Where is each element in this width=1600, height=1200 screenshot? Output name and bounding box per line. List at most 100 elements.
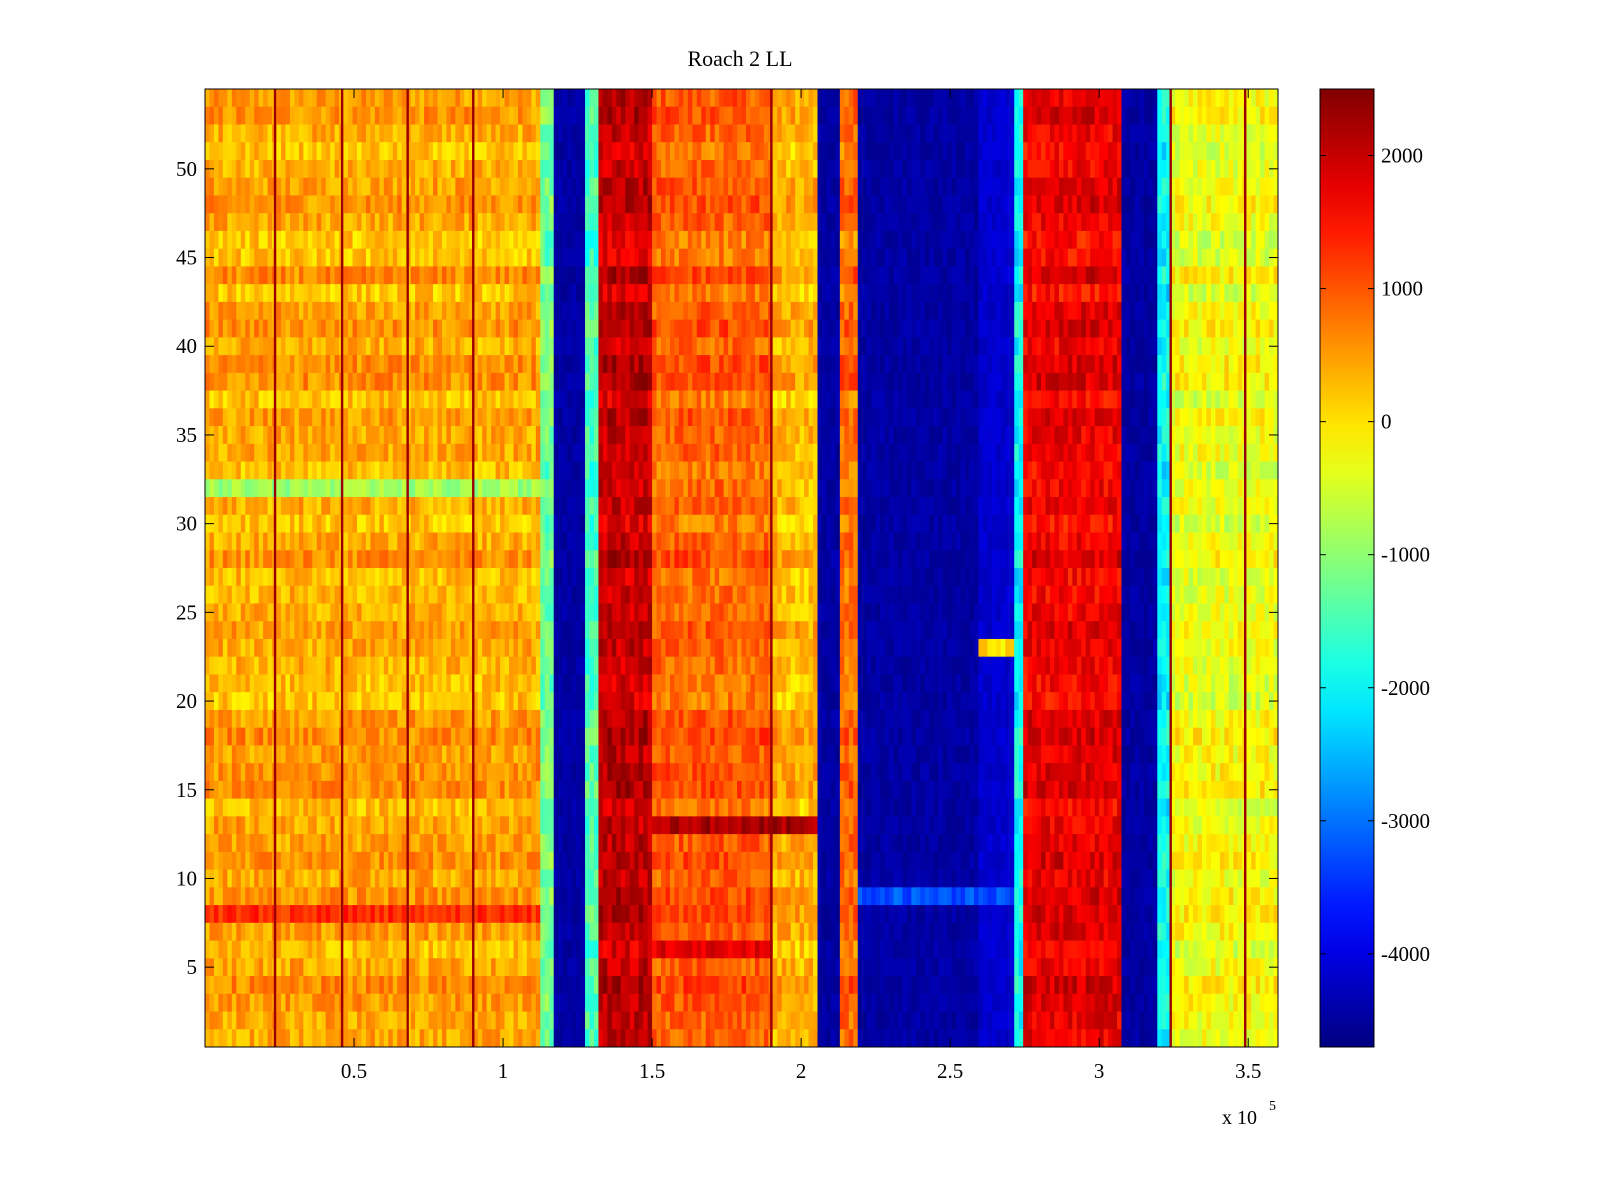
heatmap-cell	[513, 372, 519, 392]
heatmap-cell	[956, 159, 962, 179]
heatmap-cell	[593, 89, 600, 108]
heatmap-cell	[942, 177, 948, 197]
heatmap-cell	[616, 390, 622, 409]
heatmap-cell	[1018, 248, 1024, 268]
heatmap-cell	[723, 142, 729, 161]
heatmap-cell	[1094, 301, 1100, 321]
heatmap-cell	[1148, 248, 1154, 268]
heatmap-cell	[348, 426, 354, 445]
heatmap-cell	[808, 159, 814, 179]
heatmap-cell	[486, 408, 492, 427]
heatmap-cell	[218, 390, 224, 409]
heatmap-cell	[839, 284, 845, 303]
heatmap-cell	[276, 195, 282, 214]
heatmap-cell	[790, 443, 796, 463]
heatmap-cell	[759, 443, 765, 463]
heatmap-cell	[1000, 89, 1006, 108]
heatmap-cell	[294, 372, 300, 392]
heatmap-cell	[491, 230, 497, 250]
heatmap-cell	[960, 124, 966, 143]
heatmap-cell	[1264, 159, 1270, 179]
heatmap-cell	[571, 266, 577, 285]
heatmap-cell	[513, 213, 519, 232]
heatmap-cell	[804, 408, 810, 427]
heatmap-cell	[866, 408, 872, 427]
heatmap-cell	[1005, 301, 1011, 321]
heatmap-cell	[1175, 142, 1181, 161]
heatmap-cell	[500, 124, 506, 143]
heatmap-cell	[553, 89, 559, 108]
heatmap-cell	[956, 177, 962, 197]
heatmap-cell	[1143, 266, 1149, 285]
heatmap-cell	[227, 337, 233, 356]
heatmap-cell	[495, 106, 501, 126]
heatmap-cell	[1112, 142, 1118, 161]
heatmap-cell	[777, 248, 783, 268]
heatmap-cell	[1049, 177, 1056, 197]
heatmap-cell	[1193, 213, 1199, 232]
heatmap-cell	[817, 284, 823, 303]
heatmap-cell	[562, 159, 568, 179]
heatmap-cell	[213, 195, 220, 214]
heatmap-cell	[410, 213, 416, 232]
heatmap-cell	[862, 426, 868, 445]
heatmap-cell	[991, 159, 997, 179]
heatmap-cell	[468, 248, 474, 268]
heatmap-cell	[906, 337, 912, 356]
heatmap-cell	[267, 301, 273, 321]
heatmap-cell	[947, 372, 953, 392]
heatmap-cell	[598, 195, 604, 214]
heatmap-cell	[1246, 319, 1252, 338]
heatmap-cell	[652, 124, 658, 143]
heatmap-cell	[634, 177, 640, 197]
heatmap-cell	[1175, 301, 1181, 321]
heatmap-cell	[826, 284, 832, 303]
heatmap-cell	[254, 124, 260, 143]
heatmap-cell	[732, 355, 738, 374]
heatmap-cell	[978, 266, 984, 285]
heatmap-cell	[795, 142, 801, 161]
heatmap-cell	[960, 195, 966, 214]
heatmap-cell	[938, 355, 944, 374]
heatmap-cell	[236, 301, 242, 321]
heatmap-cell	[540, 124, 546, 143]
heatmap-cell	[397, 89, 403, 108]
heatmap-cell	[683, 408, 689, 427]
heatmap-cell	[790, 372, 796, 392]
heatmap-cell	[249, 106, 255, 126]
heatmap-cell	[844, 337, 850, 356]
heatmap-cell	[383, 159, 389, 179]
heatmap-cell	[450, 284, 456, 303]
heatmap-cell	[750, 372, 756, 392]
heatmap-cell	[759, 355, 765, 374]
heatmap-cell	[696, 337, 702, 356]
heatmap-cell	[772, 248, 778, 268]
heatmap-cell	[482, 230, 488, 250]
heatmap-cell	[683, 248, 689, 268]
heatmap-cell	[647, 284, 653, 303]
heatmap-cell	[289, 213, 296, 232]
heatmap-cell	[602, 266, 608, 285]
heatmap-cell	[258, 159, 264, 179]
heatmap-cell	[1041, 372, 1047, 392]
heatmap-cell	[1072, 390, 1078, 409]
heatmap-cell	[656, 89, 662, 108]
heatmap-cell	[728, 124, 734, 143]
heatmap-cell	[571, 230, 577, 250]
heatmap-cell	[424, 319, 430, 338]
heatmap-cell	[969, 142, 975, 161]
heatmap-cell	[781, 159, 787, 179]
heatmap-cell	[491, 159, 497, 179]
heatmap-cell	[1081, 159, 1087, 179]
heatmap-cell	[419, 408, 425, 427]
heatmap-cell	[996, 266, 1002, 285]
heatmap-cell	[616, 372, 622, 392]
heatmap-cell	[553, 159, 559, 179]
heatmap-cell	[593, 337, 600, 356]
heatmap-cell	[397, 195, 403, 214]
heatmap-cell	[1085, 248, 1091, 268]
heatmap-cell	[911, 159, 917, 179]
heatmap-cell	[1014, 124, 1020, 143]
heatmap-cell	[638, 159, 644, 179]
heatmap-cell	[696, 106, 702, 126]
